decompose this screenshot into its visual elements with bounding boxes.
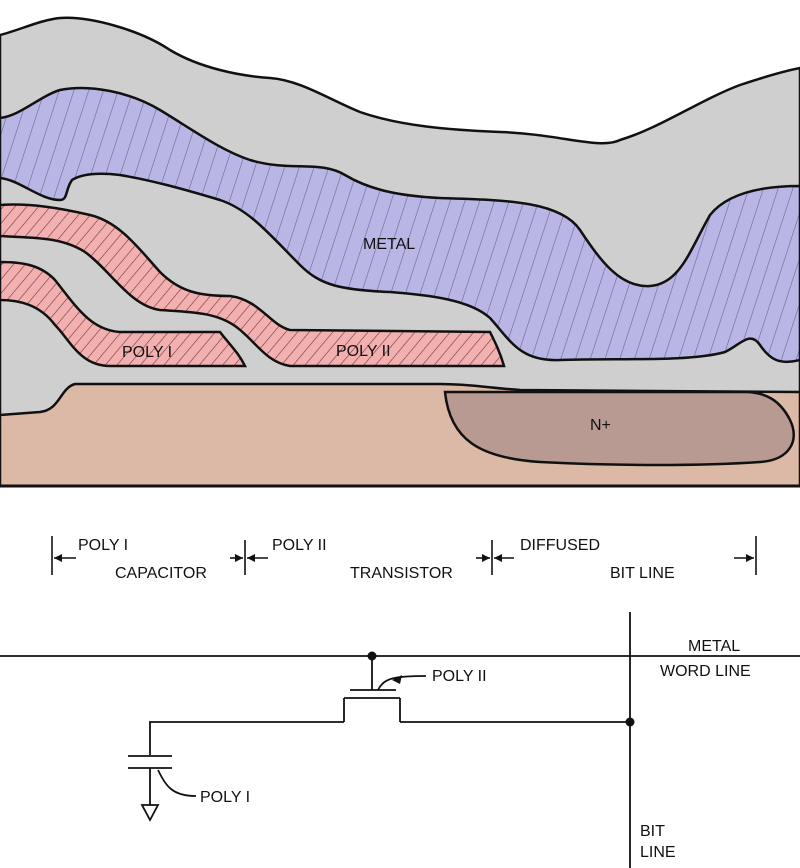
metal-label: METAL: [363, 236, 415, 253]
word-line-label: WORD LINE: [660, 663, 751, 680]
bit-label: BIT: [640, 823, 665, 840]
bit-line-node: [625, 717, 635, 727]
segment-1-top-label: POLY I: [78, 537, 128, 554]
n-plus-label: N+: [590, 417, 611, 434]
schematic: [0, 612, 800, 868]
poly-2-callout-arrow: [392, 675, 402, 684]
poly-2-callout-label: POLY II: [432, 668, 487, 685]
segment-3-bottom-label: BIT LINE: [610, 565, 675, 582]
line-label: LINE: [640, 844, 676, 861]
poly-1-callout-label: POLY I: [200, 789, 250, 806]
metal-layer: [0, 86, 800, 364]
dimension-bar: [51, 536, 757, 575]
poly-2-label: POLY II: [336, 343, 391, 360]
segment-1-bottom-label: CAPACITOR: [115, 565, 207, 582]
poly-2-layer: [0, 203, 506, 368]
segment-3-top-label: DIFFUSED: [520, 537, 600, 554]
metal-word-label: METAL: [688, 638, 740, 655]
poly-2-callout-line: [377, 675, 427, 691]
segment-2-bottom-label: TRANSISTOR: [350, 565, 453, 582]
cross-section: METAL POLY I POLY II N+: [0, 16, 800, 488]
poly-1-layer: [0, 260, 248, 368]
source-wire: [149, 721, 344, 755]
poly-1-callout-line: [157, 769, 197, 797]
poly-1-label: POLY I: [122, 344, 172, 361]
ground-icon: [140, 804, 160, 822]
gate-node: [367, 651, 377, 661]
segment-2-top-label: POLY II: [272, 537, 327, 554]
transistor-channel: [343, 697, 401, 722]
n-plus-region: [443, 390, 795, 467]
